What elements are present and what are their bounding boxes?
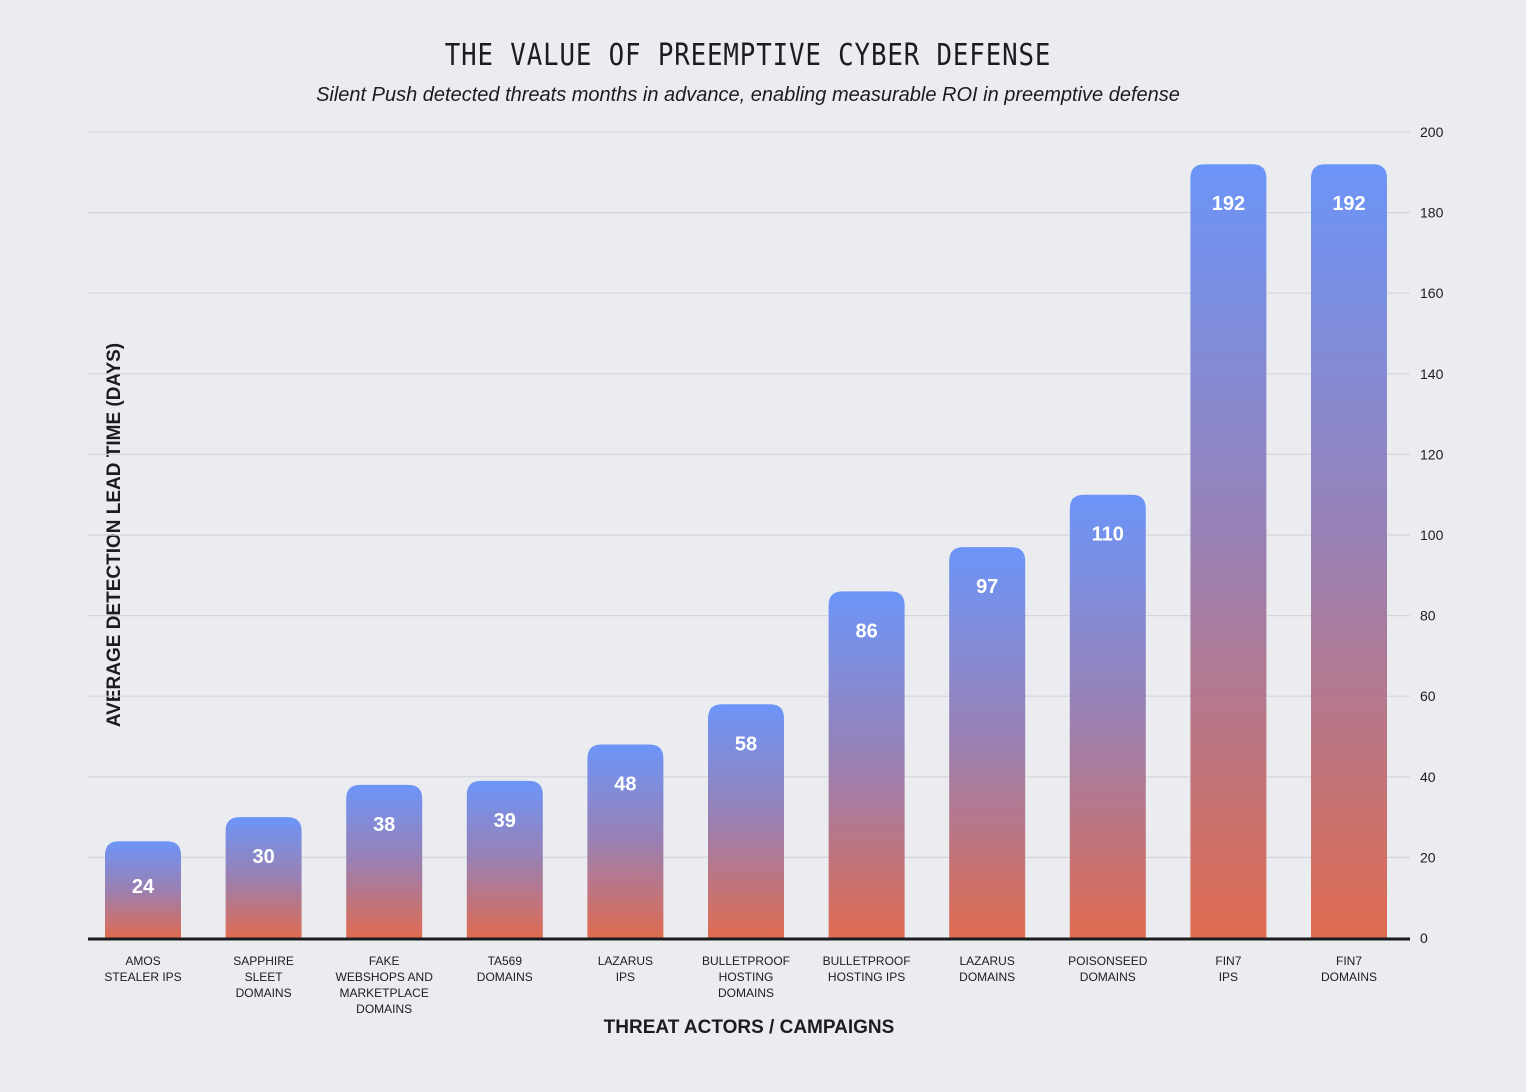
x-tick-label: LAZARUS IPS	[597, 954, 654, 984]
y-tick-label: 200	[1420, 124, 1444, 140]
data-label: 97	[976, 576, 998, 598]
x-tick-label: TA569 DOMAINS	[476, 954, 533, 984]
data-label: 38	[373, 814, 395, 836]
bar	[346, 784, 423, 938]
x-tick-label: AMOS STEALER IPS	[104, 954, 182, 984]
data-label: 192	[1212, 193, 1245, 215]
data-label: 110	[1092, 524, 1124, 546]
data-labels: 24 30 38 39 48 58 86 97 110 192 192	[132, 193, 1366, 898]
bar	[949, 547, 1026, 938]
y-tick-label: 60	[1420, 688, 1436, 704]
bar	[1190, 164, 1267, 939]
y-tick-label: 0	[1420, 930, 1428, 946]
x-tick-label: POISONSEED DOMAINS	[1068, 954, 1148, 984]
bar	[1069, 494, 1146, 938]
data-label: 86	[855, 620, 877, 642]
data-label: 24	[132, 876, 155, 898]
y-tick-label: 180	[1420, 205, 1444, 221]
chart-title: THE VALUE OF PREEMPTIVE CYBER DEFENSE	[444, 38, 1052, 73]
x-tick-label: FIN7 DOMAINS	[1320, 954, 1377, 984]
bar	[828, 591, 905, 938]
x-tick-label: BULLETPROOF HOSTING DOMAINS	[701, 954, 791, 1000]
data-label: 30	[252, 846, 274, 868]
data-label: 192	[1332, 193, 1365, 215]
y-tick-label: 40	[1420, 769, 1436, 785]
bars	[105, 164, 1387, 939]
bar	[105, 841, 181, 938]
x-tick-label: FIN7 IPS	[1215, 954, 1242, 984]
gridlines	[88, 131, 1410, 859]
y-tick-labels: 0 20 40 60 80 100 120 140 160 180 200	[1420, 124, 1444, 946]
x-tick-label: LAZARUS DOMAINS	[959, 954, 1016, 984]
y-tick-label: 120	[1420, 446, 1444, 462]
bar	[466, 780, 543, 938]
y-tick-label: 80	[1420, 608, 1436, 624]
bar	[225, 817, 302, 938]
data-label: 39	[494, 810, 516, 832]
x-tick-label: SAPPHIRE SLEET DOMAINS	[233, 954, 294, 1000]
y-tick-label: 140	[1420, 366, 1444, 382]
chart-subtitle: Silent Push detected threats months in a…	[316, 84, 1180, 106]
bar	[587, 744, 664, 938]
data-label: 58	[735, 733, 757, 755]
y-tick-label: 20	[1420, 849, 1436, 865]
data-label: 48	[614, 774, 636, 796]
y-tick-label: 160	[1420, 285, 1444, 301]
x-tick-label: FAKE WEBSHOPS AND MARKETPLACE DOMAINS	[335, 954, 433, 1016]
x-tick-label: BULLETPROOF HOSTING IPS	[822, 954, 911, 984]
y-tick-label: 100	[1420, 527, 1444, 543]
bar	[708, 704, 784, 938]
x-axis-label: THREAT ACTORS / CAMPAIGNS	[603, 1017, 895, 1038]
bar	[1311, 164, 1387, 939]
